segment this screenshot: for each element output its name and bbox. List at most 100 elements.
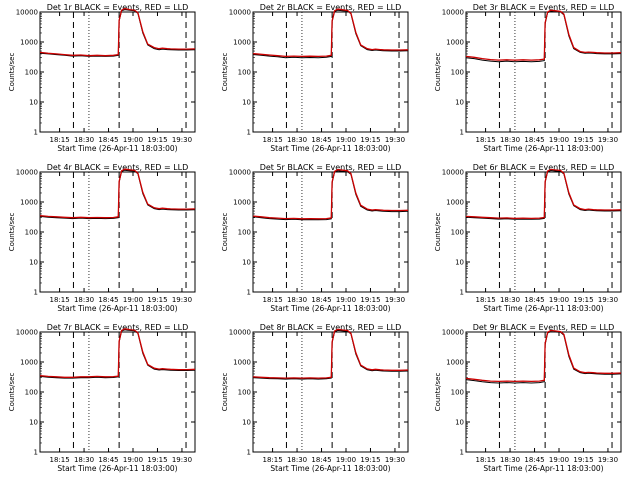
x-tick-label: 18:30: [74, 456, 94, 464]
series-line-lld: [252, 328, 409, 379]
x-tick-label: 18:45: [524, 136, 544, 144]
y-tick-label: 1: [460, 289, 464, 297]
y-tick-label: 10000: [16, 169, 38, 177]
y-tick-label: 1000: [233, 199, 251, 207]
y-tick-label: 10000: [229, 9, 251, 17]
y-axis-label: Counts/sec: [8, 53, 16, 92]
series-line-events: [465, 10, 622, 63]
y-tick-label: 1: [34, 129, 38, 137]
y-tick-label: 10: [455, 259, 464, 267]
series-line-events: [252, 170, 409, 221]
x-tick-label: 19:00: [123, 296, 143, 304]
x-tick-label: 19:00: [549, 456, 569, 464]
plot-frame: [252, 171, 409, 293]
x-tick-label: 18:15: [475, 136, 495, 144]
x-tick-label: 19:15: [147, 296, 167, 304]
x-tick-label: 18:45: [524, 296, 544, 304]
panel-title: Det 9r BLACK = Events, RED = LLD: [473, 323, 615, 332]
x-tick-label: 18:30: [500, 456, 520, 464]
plot-frame: [39, 171, 196, 293]
x-tick-label: 18:15: [49, 136, 69, 144]
y-tick-label: 10: [242, 99, 251, 107]
y-tick-label: 1: [460, 449, 464, 457]
x-tick-label: 18:45: [311, 456, 331, 464]
x-axis-label: Start Time (26-Apr-11 18:03:00): [57, 464, 177, 473]
y-tick-label: 10: [455, 99, 464, 107]
x-axis-label: Start Time (26-Apr-11 18:03:00): [57, 144, 177, 153]
x-tick-label: 19:00: [123, 456, 143, 464]
x-tick-label: 19:00: [336, 136, 356, 144]
x-axis-label: Start Time (26-Apr-11 18:03:00): [483, 304, 603, 313]
x-tick-label: 18:15: [262, 136, 282, 144]
series-line-events: [252, 329, 409, 380]
x-tick-label: 19:00: [549, 296, 569, 304]
series-line-lld: [252, 8, 409, 58]
x-axis-label: Start Time (26-Apr-11 18:03:00): [270, 144, 390, 153]
x-tick-label: 18:30: [74, 136, 94, 144]
y-tick-label: 10000: [442, 329, 464, 337]
y-tick-label: 10000: [16, 329, 38, 337]
plot-frame: [252, 331, 409, 453]
x-tick-label: 18:15: [475, 296, 495, 304]
series-line-events: [465, 331, 622, 384]
y-tick-label: 1: [460, 129, 464, 137]
y-tick-label: 100: [451, 389, 464, 397]
y-tick-label: 100: [451, 229, 464, 237]
y-tick-label: 100: [25, 69, 38, 77]
x-tick-label: 18:45: [98, 296, 118, 304]
x-tick-label: 18:45: [311, 136, 331, 144]
x-tick-label: 19:15: [360, 136, 380, 144]
y-tick-label: 100: [451, 69, 464, 77]
panel-2: Det 2r BLACK = Events, RED = LLD 1 10 100 10…: [221, 3, 409, 153]
x-tick-label: 18:30: [500, 136, 520, 144]
x-tick-label: 19:15: [573, 456, 593, 464]
plot-frame: [465, 11, 622, 133]
y-tick-label: 1: [34, 289, 38, 297]
y-tick-label: 100: [25, 229, 38, 237]
y-tick-label: 100: [238, 389, 251, 397]
x-tick-label: 19:00: [336, 456, 356, 464]
x-tick-label: 19:30: [598, 136, 618, 144]
y-tick-label: 10: [29, 99, 38, 107]
x-tick-label: 19:30: [385, 456, 405, 464]
series-line-lld: [39, 168, 196, 219]
x-tick-label: 19:00: [336, 296, 356, 304]
x-axis-label: Start Time (26-Apr-11 18:03:00): [483, 464, 603, 473]
y-axis-label: Counts/sec: [434, 213, 442, 252]
y-tick-label: 10: [242, 259, 251, 267]
y-tick-label: 1000: [446, 39, 464, 47]
y-axis-label: Counts/sec: [8, 213, 16, 252]
x-tick-label: 18:45: [311, 296, 331, 304]
y-tick-label: 10000: [229, 169, 251, 177]
y-tick-label: 10000: [442, 169, 464, 177]
panel-title: Det 4r BLACK = Events, RED = LLD: [47, 163, 189, 172]
y-tick-label: 1000: [20, 359, 38, 367]
y-axis-label: Counts/sec: [434, 373, 442, 412]
y-tick-label: 10: [29, 419, 38, 427]
panel-7: Det 7r BLACK = Events, RED = LLD 1 10 100 10…: [8, 323, 196, 473]
plot-frame: [39, 331, 196, 453]
x-axis-label: Start Time (26-Apr-11 18:03:00): [57, 304, 177, 313]
y-tick-label: 1000: [20, 199, 38, 207]
x-tick-label: 18:15: [262, 296, 282, 304]
x-tick-label: 19:30: [172, 296, 192, 304]
x-axis-label: Start Time (26-Apr-11 18:03:00): [270, 464, 390, 473]
x-tick-label: 18:30: [287, 456, 307, 464]
panel-9: Det 9r BLACK = Events, RED = LLD 1 10 100 10…: [434, 323, 622, 473]
x-tick-label: 18:15: [49, 456, 69, 464]
x-tick-label: 19:30: [172, 456, 192, 464]
series-line-lld: [39, 7, 196, 57]
panel-title: Det 2r BLACK = Events, RED = LLD: [260, 3, 402, 12]
y-tick-label: 1: [34, 449, 38, 457]
panel-title: Det 1r BLACK = Events, RED = LLD: [47, 3, 189, 12]
panel-title: Det 7r BLACK = Events, RED = LLD: [47, 323, 189, 332]
x-tick-label: 19:00: [549, 136, 569, 144]
y-tick-label: 10: [29, 259, 38, 267]
series-line-events: [252, 9, 409, 59]
x-axis-label: Start Time (26-Apr-11 18:03:00): [483, 144, 603, 153]
y-tick-label: 100: [25, 389, 38, 397]
x-tick-label: 19:30: [598, 456, 618, 464]
x-tick-label: 19:00: [123, 136, 143, 144]
panel-5: Det 5r BLACK = Events, RED = LLD 1 10 100 10…: [221, 163, 409, 313]
y-tick-label: 100: [238, 229, 251, 237]
